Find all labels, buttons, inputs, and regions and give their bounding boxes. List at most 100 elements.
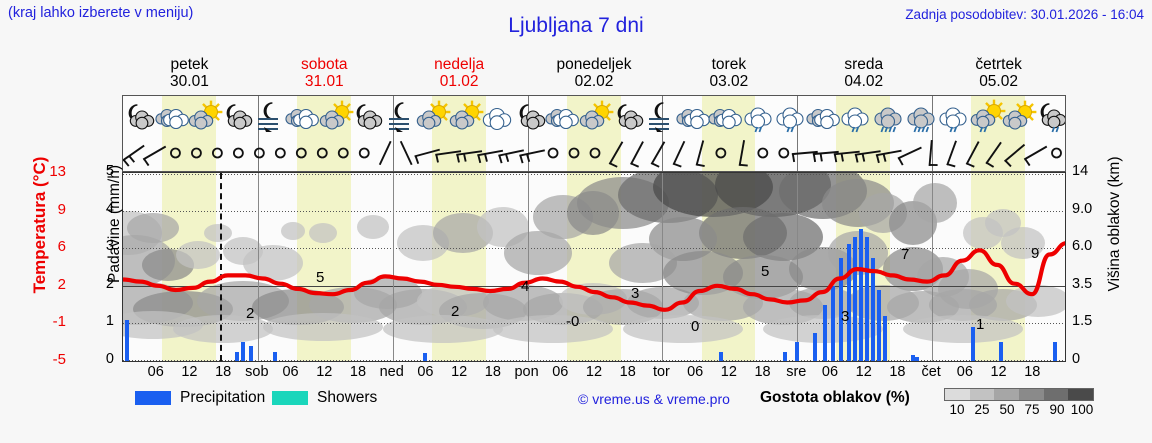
temperature-point-label: 0 (691, 318, 700, 335)
precipitation-bar (883, 315, 887, 361)
cloud-density-ramp-segment (1019, 389, 1044, 400)
day-separator (257, 96, 259, 139)
day-separator (662, 96, 664, 139)
cloud-density-ramp-segment (945, 389, 970, 400)
precipitation-bar (125, 319, 129, 361)
cloud-rain-icon (835, 98, 875, 138)
precipitation-bar (823, 304, 827, 361)
x-tick-label: 18 (215, 364, 232, 380)
daylight-band (566, 139, 621, 171)
cloud-sun-icon (445, 98, 485, 138)
precipitation-bar (839, 257, 843, 361)
precipitation-bar (273, 351, 277, 361)
cloud-density-ramp-segment (1043, 389, 1069, 400)
gridline-vertical (258, 173, 259, 361)
cloud-density-ramp-label: 50 (999, 402, 1015, 417)
x-tick-label: tor (652, 364, 670, 380)
cloud-height-axis-title: Višina oblakov (km) (1106, 156, 1123, 292)
cloud-density-ramp-label: 10 (949, 402, 965, 417)
precipitation-bar (783, 351, 787, 361)
cloud-density-ramp-labels: 10 25 50 75 90 100 (936, 402, 1106, 418)
x-tick-label: čet (921, 364, 941, 380)
precipitation-bar (1053, 342, 1057, 361)
x-tick-label: 18 (889, 364, 906, 380)
gridline-horizontal (123, 286, 1065, 287)
day-header-torek: torek 03.02 (661, 56, 796, 92)
cloud-partly-icon (673, 98, 713, 138)
x-tick-label: ned (379, 364, 404, 380)
moon-cloud-rain-icon (1031, 98, 1065, 138)
cloud-sun-icon (315, 98, 355, 138)
day-separator (662, 139, 664, 171)
moon-cloud-icon (347, 98, 387, 138)
cloud-density-color-ramp (944, 388, 1094, 401)
day-date: 05.02 (979, 73, 1018, 90)
day-header-petek: petek 30.01 (122, 56, 257, 92)
day-separator (392, 96, 394, 139)
temperature-point-label: 7 (901, 246, 910, 263)
temperature-point-label: 2 (246, 305, 255, 322)
cloud-sun-rain-icon (966, 98, 1006, 138)
gridline-vertical (393, 173, 394, 361)
cloud-rain-heavy-icon (901, 98, 941, 138)
precipitation-tick-label: 4 (105, 200, 114, 217)
last-update-label: Zadnja posodobitev: 30.01.2026 - 16:04 (905, 7, 1144, 22)
cloud-partly-icon (282, 98, 322, 138)
gridline-horizontal (123, 323, 1065, 324)
cloud-height-tick-label: 1.5 (1072, 313, 1093, 330)
copyright-label[interactable]: © vreme.us & vreme.pro (578, 391, 730, 407)
day-separator (257, 139, 259, 171)
temperature-point-label: 5 (316, 269, 325, 286)
x-tick-label: 18 (1024, 364, 1041, 380)
x-tick-label: 12 (451, 364, 468, 380)
day-header-ponedeljek: ponedeljek 02.02 (527, 56, 662, 92)
temperature-tick-label: 2 (57, 275, 66, 293)
cloud-sun-icon (184, 98, 224, 138)
x-axis-tick-labels: 06 12 18 sob 06 12 18 ned 06 12 18 pon 06 12 18 tor 06 12… (122, 364, 1066, 382)
daylight-band (971, 139, 1026, 171)
x-tick-label: pon (514, 364, 539, 380)
temperature-point-label: 2 (451, 303, 460, 320)
day-header-row: petek 30.01 sobota 31.01 nedelja 01.02 ponedel… (122, 56, 1066, 92)
cloud-height-tick-label: 3.5 (1072, 275, 1093, 292)
x-tick-label: 06 (552, 364, 569, 380)
temperature-curve (123, 241, 1065, 312)
precipitation-tick-label: 5 (105, 163, 114, 179)
precipitation-bar (241, 342, 245, 361)
temperature-tick-label: 6 (57, 238, 66, 256)
cloud-partly-icon (705, 98, 745, 138)
weather-icon-panel (122, 95, 1066, 139)
precipitation-bar (813, 332, 817, 361)
cloud-rain-icon (933, 98, 973, 138)
temperature-tick-label: -1 (52, 313, 66, 331)
gridline-vertical (797, 173, 798, 361)
cloud-height-tick-label: 0 (1072, 351, 1081, 367)
day-header-nedelja: nedelja 01.02 (392, 56, 527, 92)
temperature-tick-label: 9 (57, 200, 66, 218)
x-tick-label: sre (786, 364, 807, 380)
cloud-sun-icon (998, 98, 1038, 138)
precipitation-bar (911, 355, 915, 361)
day-name: sobota (301, 56, 348, 73)
precipitation-bar (865, 236, 869, 361)
day-separator (932, 139, 934, 171)
precipitation-tick-label: 2 (105, 275, 114, 292)
cloud-density-ramp-segment (994, 389, 1020, 400)
location-menu-note[interactable]: (kraj lahko izberete v meniju) (8, 5, 194, 21)
day-name: petek (170, 56, 209, 73)
day-date: 03.02 (709, 73, 749, 90)
x-tick-label: 12 (855, 364, 872, 380)
x-tick-label: 12 (720, 364, 737, 380)
precipitation-tick-label: 1 (105, 313, 114, 330)
moon-cloud-icon (123, 98, 159, 138)
gridline-horizontal (123, 360, 1065, 361)
precipitation-tick-label: 0 (105, 351, 114, 367)
moon-cloud-icon (510, 98, 550, 138)
cloud-density-ramp-label: 100 (1070, 402, 1094, 417)
x-tick-label: 06 (417, 364, 434, 380)
x-tick-label: 18 (619, 364, 636, 380)
legend-precipitation: Precipitation (135, 389, 265, 407)
precipitation-tick-label: 3 (105, 238, 114, 255)
precipitation-bar (859, 229, 863, 361)
